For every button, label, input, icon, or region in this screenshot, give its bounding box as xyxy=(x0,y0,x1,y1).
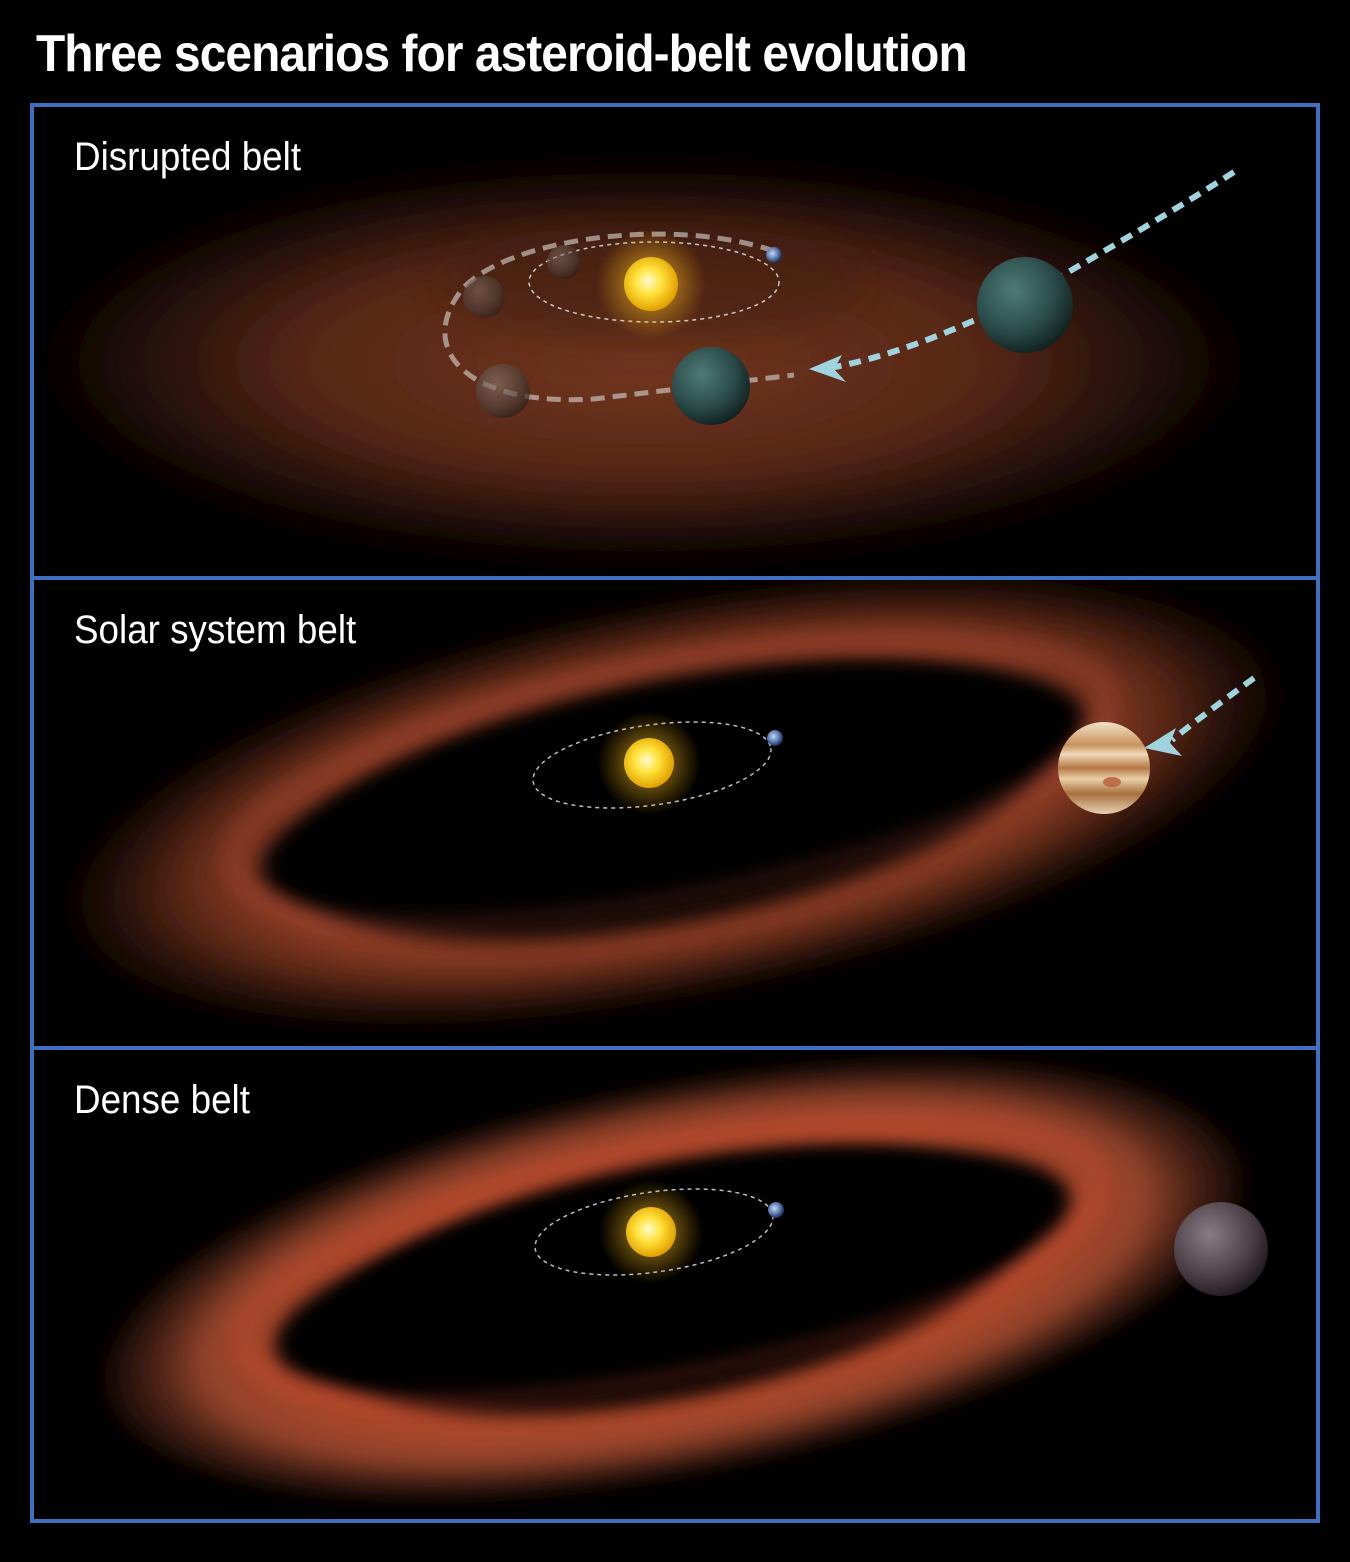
earth-icon xyxy=(768,1202,784,1218)
panel-divider xyxy=(34,1046,1316,1050)
arrow-icon xyxy=(809,355,846,382)
disrupted-belt-illustration xyxy=(34,107,1316,576)
planet-icon xyxy=(672,347,750,425)
panel-solar-system-belt: Solar system belt xyxy=(34,580,1316,1046)
sun-icon xyxy=(624,738,674,788)
panel-disrupted-belt: Disrupted belt xyxy=(34,107,1316,576)
panel-title: Solar system belt xyxy=(74,608,357,652)
planet-ghost-1 xyxy=(547,245,581,279)
panel-title: Disrupted belt xyxy=(74,135,302,179)
arrow-icon xyxy=(1144,728,1182,756)
dense-belt-illustration xyxy=(34,1050,1316,1519)
earth-icon xyxy=(766,247,782,263)
sun-icon xyxy=(624,257,678,311)
migration-path xyxy=(823,169,1236,372)
planet-ghost-3 xyxy=(476,364,530,418)
planet-icon xyxy=(1174,1202,1268,1296)
dust-cloud xyxy=(34,152,1284,572)
planet-ghost-2 xyxy=(463,276,505,318)
panel-title: Dense belt xyxy=(74,1078,250,1122)
great-red-spot xyxy=(1103,777,1121,787)
solar-system-belt-illustration xyxy=(34,580,1316,1046)
migration-path xyxy=(1170,675,1256,743)
panel-dense-belt: Dense belt xyxy=(34,1050,1316,1519)
earth-icon xyxy=(767,730,783,746)
planet-icon xyxy=(977,257,1073,353)
jupiter-icon xyxy=(1058,722,1150,814)
panel-divider xyxy=(34,576,1316,580)
page-title: Three scenarios for asteroid-belt evolut… xyxy=(36,25,968,83)
sun-icon xyxy=(626,1207,676,1257)
